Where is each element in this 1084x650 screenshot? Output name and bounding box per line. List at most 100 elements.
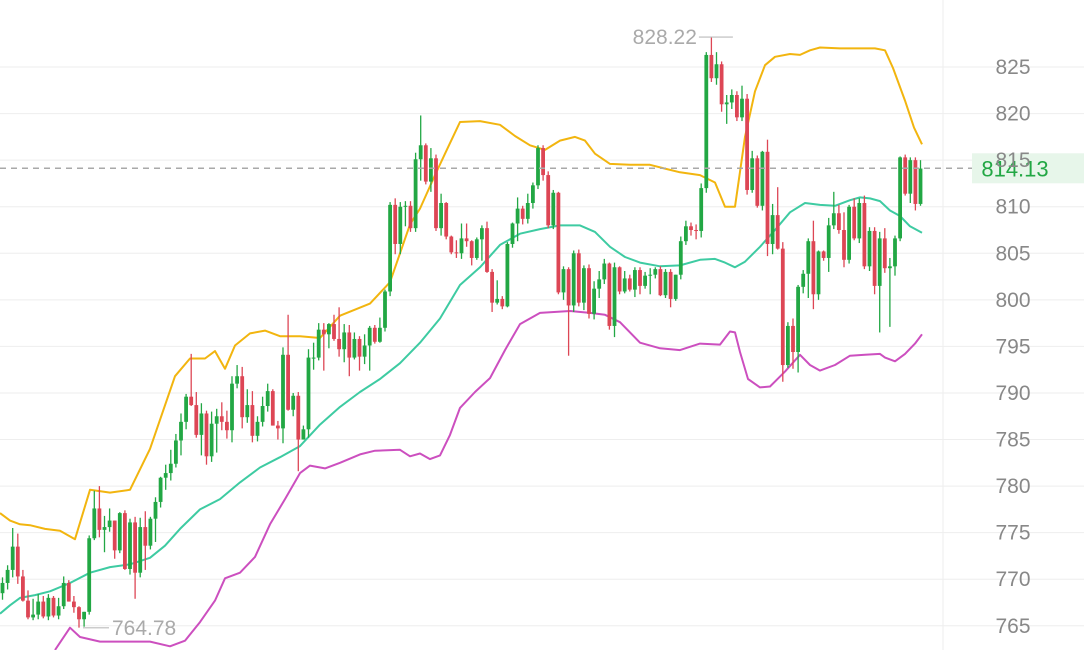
candle-body	[729, 94, 734, 103]
candle	[347, 325, 352, 377]
candle	[796, 284, 800, 373]
candle	[633, 267, 637, 298]
candle	[791, 318, 795, 369]
candle-body	[107, 520, 112, 528]
candle-body	[153, 501, 158, 519]
y-tick-label: 800	[995, 289, 1030, 312]
candle-body	[255, 421, 260, 436]
candle	[673, 274, 678, 301]
candle	[918, 160, 923, 206]
candle-body	[398, 206, 403, 244]
candle-body	[724, 102, 729, 105]
candle	[204, 410, 209, 465]
candle-body	[357, 338, 362, 357]
candle-body	[689, 226, 693, 231]
candle-body	[867, 230, 872, 267]
candle-body	[546, 175, 551, 226]
candle-body	[745, 98, 749, 190]
candle-body	[423, 145, 428, 182]
candle-body	[225, 421, 229, 431]
candle	[143, 511, 148, 570]
candle-body	[786, 325, 790, 366]
candle-body	[842, 230, 846, 260]
candle-body	[352, 338, 357, 358]
candle	[898, 156, 902, 242]
candle	[750, 150, 755, 193]
candle-body	[112, 520, 117, 551]
candle	[867, 227, 872, 271]
candle-body	[775, 215, 780, 249]
high-label: 828.22	[633, 26, 697, 49]
candle-body	[633, 270, 637, 290]
candle	[337, 307, 341, 357]
candle-body	[582, 268, 586, 303]
candle-body	[219, 416, 224, 422]
candle-body	[66, 582, 71, 602]
candle	[255, 416, 260, 442]
candle	[597, 270, 602, 298]
candle-body	[403, 205, 408, 207]
candle	[189, 353, 194, 407]
candle-body	[429, 158, 433, 182]
candle-body	[719, 64, 724, 105]
candle	[41, 595, 46, 619]
candle-body	[56, 606, 61, 616]
candle-body	[801, 273, 806, 287]
candle	[842, 212, 846, 268]
candle-body	[714, 64, 719, 79]
candle	[357, 336, 362, 371]
candle	[658, 266, 663, 297]
candle	[648, 268, 653, 295]
candle	[689, 222, 693, 236]
candle-body	[903, 157, 908, 194]
candle-body	[332, 324, 336, 339]
candle-body	[168, 463, 173, 474]
candle-body	[342, 332, 347, 350]
candle-body	[760, 151, 765, 206]
candle	[148, 516, 153, 550]
candle	[15, 533, 20, 584]
candle-body	[245, 405, 250, 418]
lower-band-line	[54, 310, 923, 650]
candle	[566, 267, 571, 356]
candle	[408, 201, 413, 232]
candle-body	[495, 298, 500, 303]
candle-body	[316, 329, 321, 358]
candle-body	[592, 288, 596, 314]
candle-body	[740, 98, 744, 118]
candle	[536, 145, 540, 190]
candle-body	[831, 213, 836, 226]
candle	[439, 193, 443, 236]
candle	[699, 183, 704, 238]
candle	[281, 347, 285, 444]
current-price-label-background	[972, 153, 1084, 184]
candle-body	[92, 508, 97, 539]
candle-body	[541, 148, 545, 176]
candle	[903, 154, 908, 196]
candle-body	[15, 546, 20, 577]
candle	[276, 420, 280, 440]
candle	[413, 152, 418, 232]
candle-body	[250, 405, 255, 436]
candle	[582, 265, 586, 311]
candle	[694, 224, 698, 240]
candle-body	[10, 546, 15, 570]
y-tick-label: 825	[995, 56, 1030, 79]
candle	[56, 597, 61, 620]
candle-body	[750, 158, 755, 190]
candle-body	[622, 278, 627, 292]
candle	[520, 205, 525, 225]
candle	[612, 262, 617, 338]
candle	[576, 249, 581, 307]
y-tick-label: 795	[995, 335, 1030, 358]
candle	[525, 193, 530, 224]
candle	[704, 52, 709, 193]
candle	[31, 598, 35, 621]
candle	[469, 240, 474, 266]
candle	[490, 269, 494, 312]
candle	[199, 403, 204, 456]
candle-body	[270, 391, 275, 426]
candle	[209, 411, 214, 462]
y-tick-label: 775	[995, 522, 1030, 545]
